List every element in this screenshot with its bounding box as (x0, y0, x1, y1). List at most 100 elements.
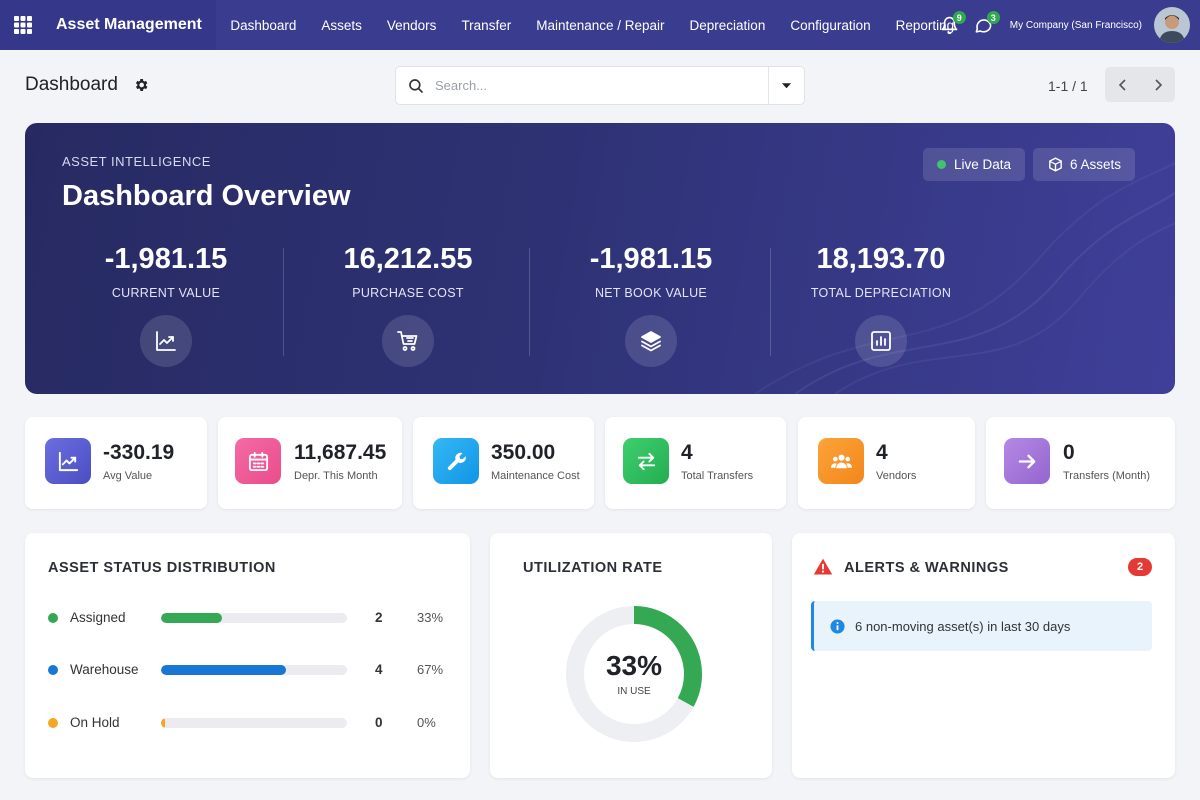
status-row-warehouse[interactable]: Warehouse 4 67% (48, 660, 468, 680)
kpi-icon-circle (140, 315, 192, 367)
layers-icon (641, 331, 661, 352)
pager-next-button[interactable] (1140, 67, 1175, 102)
status-dot (48, 613, 58, 623)
menu-item-depreciation[interactable]: Depreciation (689, 17, 766, 33)
kpi-label: CURRENT VALUE (111, 286, 221, 300)
status-row-on-hold[interactable]: On Hold 0 0% (48, 713, 468, 733)
pager-previous-button[interactable] (1105, 67, 1140, 102)
stat-icon-tile (433, 438, 479, 484)
menu-item-configuration[interactable]: Configuration (790, 17, 871, 33)
messages-button[interactable]: 3 (968, 9, 1000, 41)
stat-card-total-transfers[interactable]: 4 Total Transfers (605, 417, 786, 509)
company-switcher[interactable]: My Company (San Francisco) (1009, 19, 1142, 31)
kpi-total-depreciation: 18,193.70 TOTAL DEPRECIATION (796, 243, 966, 367)
stat-label: Transfers (Month) (1063, 470, 1151, 482)
utilization-percent: 33% (605, 650, 663, 681)
stat-card-transfers-month[interactable]: 0 Transfers (Month) (986, 417, 1175, 509)
menu-item-vendors[interactable]: Vendors (386, 17, 437, 33)
menu-item-reporting[interactable]: Reporting (895, 17, 955, 33)
pager-value[interactable]: 1-1 / 1 (1048, 78, 1088, 94)
kpi-label: NET BOOK VALUE (594, 286, 708, 300)
status-dot (48, 665, 58, 675)
messages-badge: 3 (986, 11, 1000, 24)
menu-item-assets[interactable]: Assets (321, 17, 362, 33)
calendar-icon (248, 451, 268, 471)
users-icon (830, 454, 852, 468)
stat-value: 4 (681, 441, 693, 464)
status-percent: 67% (417, 662, 444, 677)
status-percent: 0% (417, 715, 436, 730)
stat-icon-tile (623, 438, 669, 484)
live-data-label: Live Data (954, 157, 1012, 172)
menu-item-dashboard[interactable]: Dashboard (230, 17, 297, 33)
kpi-divider (770, 248, 771, 356)
status-name: Warehouse (70, 662, 139, 677)
apps-menu-button[interactable] (0, 0, 46, 50)
menu-item-transfer[interactable]: Transfer (461, 17, 512, 33)
caret-down-icon (781, 83, 792, 89)
kpi-label: TOTAL DEPRECIATION (810, 286, 952, 300)
search-input[interactable] (435, 78, 755, 93)
stat-value: 11,687.45 (294, 441, 387, 464)
utilization-rate-card: UTILIZATION RATE 33% IN USE (490, 533, 772, 778)
pager-buttons (1105, 67, 1175, 102)
kpi-value: 16,212.55 (343, 243, 473, 275)
stat-label: Total Transfers (681, 470, 754, 482)
trend-up-icon (156, 331, 176, 351)
status-name: On Hold (70, 715, 120, 730)
card-title: ALERTS & WARNINGS (844, 560, 1009, 576)
wrench-icon (447, 452, 466, 470)
status-progress-fill (161, 665, 286, 675)
arrow-right-icon (1018, 454, 1035, 468)
stat-card-avg-value[interactable]: -330.19 Avg Value (25, 417, 207, 509)
alerts-warnings-card: ALERTS & WARNINGS 2 6 non-moving asset(s… (792, 533, 1175, 778)
kpi-value: -1,981.15 (104, 243, 228, 275)
cube-icon (1049, 157, 1062, 172)
notifications-badge: 9 (952, 11, 966, 24)
user-avatar-icon (1154, 7, 1190, 43)
chevron-right-icon (1154, 78, 1162, 91)
assets-count-pill[interactable]: 6 Assets (1033, 148, 1136, 181)
app-brand[interactable]: Asset Management (46, 0, 216, 50)
status-percent: 33% (417, 610, 444, 625)
info-icon (830, 619, 845, 634)
stat-card-vendors[interactable]: 4 Vendors (798, 417, 975, 509)
kpi-divider (529, 248, 530, 356)
menu-item-maintenance-repair[interactable]: Maintenance / Repair (536, 17, 665, 33)
status-count: 4 (375, 662, 383, 677)
stat-value: -330.19 (103, 441, 175, 464)
hero-eyebrow: ASSET INTELLIGENCE (62, 154, 211, 169)
status-row-assigned[interactable]: Assigned 2 33% (48, 608, 468, 628)
stat-icon-tile (1004, 438, 1050, 484)
status-progress-track (161, 613, 347, 623)
dashboard-overview-hero: ASSET INTELLIGENCE Dashboard Overview Li… (25, 123, 1175, 394)
gear-icon[interactable] (133, 77, 149, 93)
page-title: Dashboard (25, 74, 118, 95)
status-count: 2 (375, 610, 383, 625)
utilization-sub-label: IN USE (617, 686, 651, 697)
main-menu: Dashboard Assets Vendors Transfer Mainte… (218, 0, 967, 50)
kpi-net-book-value: -1,981.15 NET BOOK VALUE (566, 243, 736, 367)
kpi-current-value: -1,981.15 CURRENT VALUE (81, 243, 251, 367)
stat-icon-tile (45, 438, 91, 484)
top-navbar: Asset Management Dashboard Assets Vendor… (0, 0, 1200, 50)
trend-up-icon (58, 451, 78, 471)
status-progress-fill (161, 613, 223, 623)
kpi-icon-circle (625, 315, 677, 367)
donut-arc-in-use (566, 606, 702, 742)
alert-item[interactable]: 6 non-moving asset(s) in last 30 days (811, 601, 1152, 651)
search-options-toggle[interactable] (768, 67, 804, 104)
card-title: ASSET STATUS DISTRIBUTION (48, 560, 276, 576)
avatar[interactable] (1154, 7, 1190, 43)
assets-count-label: 6 Assets (1070, 157, 1122, 172)
stat-card-depr-this-month[interactable]: 11,687.45 Depr. This Month (218, 417, 402, 509)
notifications-button[interactable]: 9 (934, 9, 966, 41)
status-progress-track (161, 718, 347, 728)
stat-card-maintenance-cost[interactable]: 350.00 Maintenance Cost (413, 417, 594, 509)
status-progress-fill (161, 718, 165, 728)
status-dot (48, 718, 58, 728)
kpi-icon-circle (855, 315, 907, 367)
stat-icon-tile (818, 438, 864, 484)
alert-text: 6 non-moving asset(s) in last 30 days (855, 619, 1071, 634)
kpi-label: PURCHASE COST (352, 286, 464, 300)
